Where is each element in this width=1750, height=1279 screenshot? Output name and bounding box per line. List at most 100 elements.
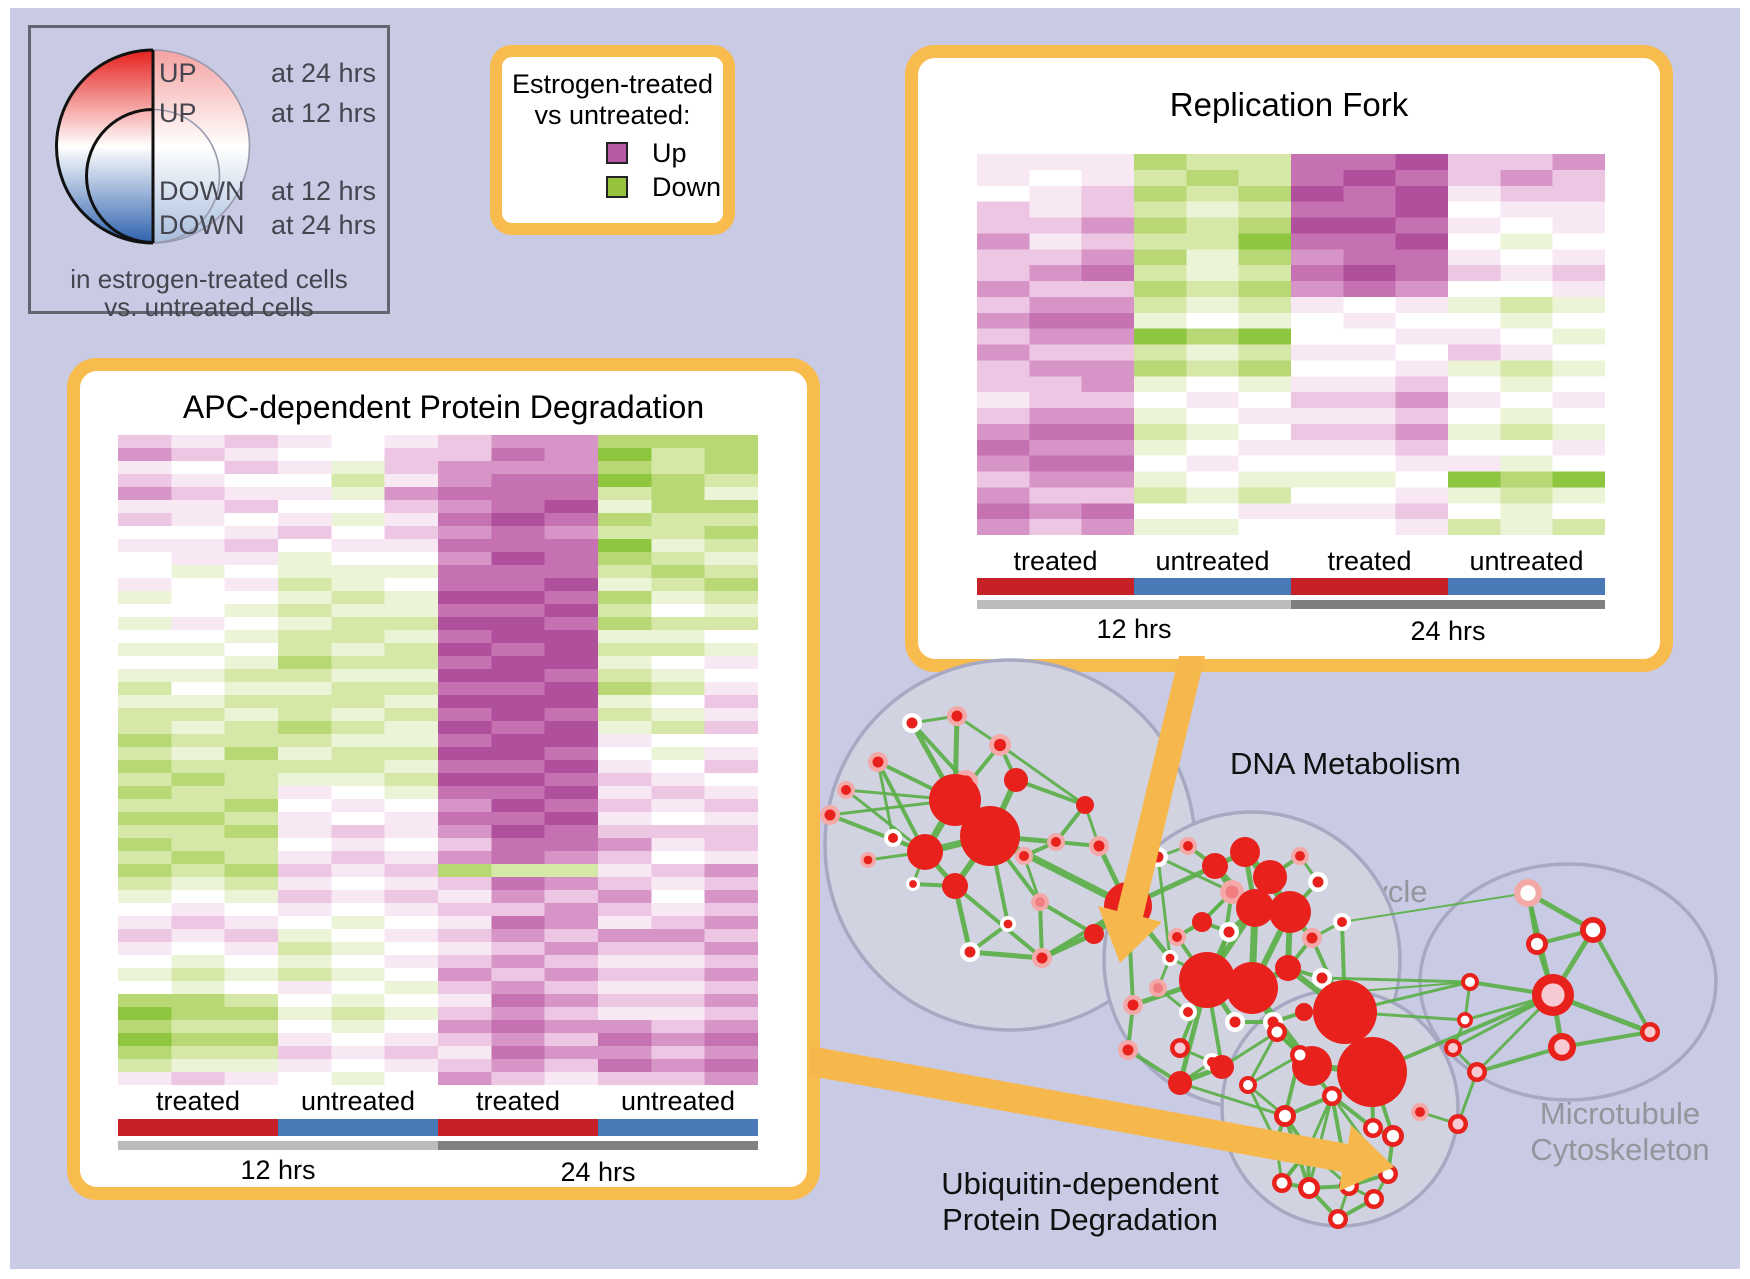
heatmap-cell	[1395, 281, 1449, 298]
heatmap-cell	[704, 1033, 758, 1047]
heatmap-cell	[331, 981, 386, 995]
heatmap-cell	[1238, 281, 1292, 298]
heatmap-cell	[331, 448, 386, 462]
heatmap-cell	[1552, 344, 1605, 361]
heatmap-cell	[118, 487, 172, 501]
heatmap-cell	[118, 812, 172, 826]
heatmap-cell	[224, 1046, 279, 1060]
heatmap-cell	[1134, 169, 1187, 187]
heatmap-cell	[118, 838, 172, 852]
heatmap-cell	[544, 877, 599, 891]
heatmap-cell	[977, 312, 1030, 330]
heatmap-cell	[118, 604, 172, 618]
heatmap-cell	[491, 734, 546, 748]
heatmap-cell	[651, 526, 706, 540]
heatmap-cell	[704, 461, 758, 475]
heatmap-cell	[598, 942, 652, 956]
heatmap-cell	[651, 812, 706, 826]
heatmap-cell	[1081, 328, 1135, 346]
heatmap-cell	[224, 851, 279, 865]
heatmap-cell	[1081, 376, 1135, 393]
heatmap-cell	[331, 539, 386, 553]
heatmap-cell	[171, 630, 226, 644]
heatmap-cell	[1134, 249, 1187, 266]
heatmap-cell	[224, 695, 279, 709]
heatmap-cell	[438, 773, 492, 787]
heatmap-cell	[1081, 344, 1135, 361]
heatmap-cell	[384, 435, 439, 449]
heatmap-cell	[491, 539, 546, 553]
heatmap-cell	[171, 461, 226, 475]
updown-title-line1: Estrogen-treated	[511, 69, 714, 99]
heatmap-cell	[1448, 392, 1501, 409]
heatmap-cell	[118, 929, 172, 943]
heatmap-cell	[384, 1007, 439, 1021]
heatmap-cell	[278, 539, 332, 553]
heatmap-cell	[1029, 328, 1083, 346]
heatmap-cell	[224, 760, 279, 774]
heatmap-cell	[438, 890, 492, 904]
heatmap-cell	[278, 552, 332, 566]
heatmap-cell	[651, 721, 706, 735]
heatmap-cell	[1552, 169, 1605, 187]
heatmap-cell	[977, 249, 1030, 266]
heatmap-cell	[331, 812, 386, 826]
heatmap-cell	[544, 526, 599, 540]
heatmap-cell	[704, 1020, 758, 1034]
heatmap-cell	[1291, 392, 1344, 409]
heatmap-cell	[331, 1072, 386, 1085]
heatmap-cell	[384, 864, 439, 878]
heatmap-cell	[544, 1059, 599, 1073]
heatmap-cell	[171, 682, 226, 696]
heatmap-cell	[171, 916, 226, 930]
heatmap-cell	[1448, 344, 1501, 361]
heatmap-cell	[1081, 169, 1135, 187]
heatmap-cell	[704, 877, 758, 891]
heatmap-cell	[1081, 392, 1135, 409]
heatmap-cell	[491, 942, 546, 956]
heatmap-cell	[278, 838, 332, 852]
heatmap-cell	[651, 942, 706, 956]
heatmap-cell	[1395, 344, 1449, 361]
heatmap-cell	[1134, 281, 1187, 298]
heatmap-cell	[1186, 503, 1240, 520]
heatmap-cell	[704, 500, 758, 514]
heatmap-cell	[331, 630, 386, 644]
apc-group-label: treated	[155, 1086, 241, 1116]
heatmap-cell	[598, 500, 652, 514]
heatmap-cell	[384, 539, 439, 553]
heatmap-cell	[544, 669, 599, 683]
heatmap-cell	[651, 695, 706, 709]
heatmap-cell	[1448, 423, 1501, 441]
heatmap-cell	[118, 760, 172, 774]
heatmap-cell	[977, 519, 1030, 535]
heatmap-cell	[1238, 265, 1292, 282]
rf-heatmap	[977, 154, 1605, 535]
heatmap-cell	[384, 916, 439, 930]
rf-time-label: 24 hrs	[1410, 616, 1486, 646]
heatmap-cell	[224, 890, 279, 904]
heatmap-cell	[1552, 392, 1605, 409]
heatmap-cell	[1186, 408, 1240, 425]
heatmap-cell	[438, 851, 492, 865]
heatmap-cell	[384, 630, 439, 644]
heatmap-cell	[224, 812, 279, 826]
heatmap-cell	[1343, 217, 1397, 234]
heatmap-cell	[651, 682, 706, 696]
heatmap-cell	[598, 890, 652, 904]
heatmap-cell	[278, 513, 332, 527]
heatmap-cell	[438, 1020, 492, 1034]
heatmap-cell	[1448, 439, 1501, 457]
heatmap-cell	[438, 1072, 492, 1085]
heatmap-cell	[1238, 185, 1292, 203]
heatmap-cell	[331, 1033, 386, 1047]
heatmap-cell	[384, 1033, 439, 1047]
heatmap-cell	[651, 760, 706, 774]
ring-row-dir: DOWN	[159, 210, 245, 240]
heatmap-cell	[438, 604, 492, 618]
heatmap-cell	[118, 799, 172, 813]
heatmap-cell	[1343, 265, 1397, 282]
heatmap-cell	[278, 461, 332, 475]
heatmap-cell	[1395, 423, 1449, 441]
